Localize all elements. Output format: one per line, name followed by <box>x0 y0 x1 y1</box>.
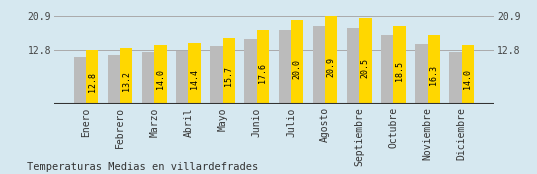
Bar <box>359 18 372 104</box>
Bar <box>449 52 462 104</box>
Bar <box>462 45 474 104</box>
Text: 16.3: 16.3 <box>429 65 438 85</box>
Bar <box>211 46 223 104</box>
Bar <box>347 28 359 104</box>
Bar <box>223 38 235 104</box>
Text: 17.6: 17.6 <box>258 63 267 83</box>
Bar <box>120 48 133 104</box>
Bar <box>74 57 86 104</box>
Text: 14.4: 14.4 <box>190 69 199 89</box>
Bar <box>279 30 291 104</box>
Text: 18.5: 18.5 <box>395 61 404 81</box>
Text: 13.2: 13.2 <box>122 71 131 91</box>
Text: 20.9: 20.9 <box>326 57 336 77</box>
Text: 14.0: 14.0 <box>156 69 165 89</box>
Bar <box>244 39 257 104</box>
Text: 14.0: 14.0 <box>463 69 473 89</box>
Bar <box>415 44 427 104</box>
Bar <box>108 55 120 104</box>
Text: Temperaturas Medias en villardefrades: Temperaturas Medias en villardefrades <box>27 162 258 172</box>
Bar <box>394 26 406 104</box>
Bar <box>142 52 154 104</box>
Text: 20.5: 20.5 <box>361 58 370 78</box>
Bar <box>154 45 166 104</box>
Bar <box>176 51 188 104</box>
Bar <box>257 30 269 104</box>
Bar <box>381 35 394 104</box>
Bar <box>427 35 440 104</box>
Text: 12.8: 12.8 <box>88 72 97 92</box>
Bar <box>188 43 201 104</box>
Bar <box>86 50 98 104</box>
Text: 20.0: 20.0 <box>293 59 302 79</box>
Bar <box>313 26 325 104</box>
Bar <box>291 20 303 104</box>
Bar <box>325 16 337 104</box>
Text: 15.7: 15.7 <box>224 66 233 86</box>
